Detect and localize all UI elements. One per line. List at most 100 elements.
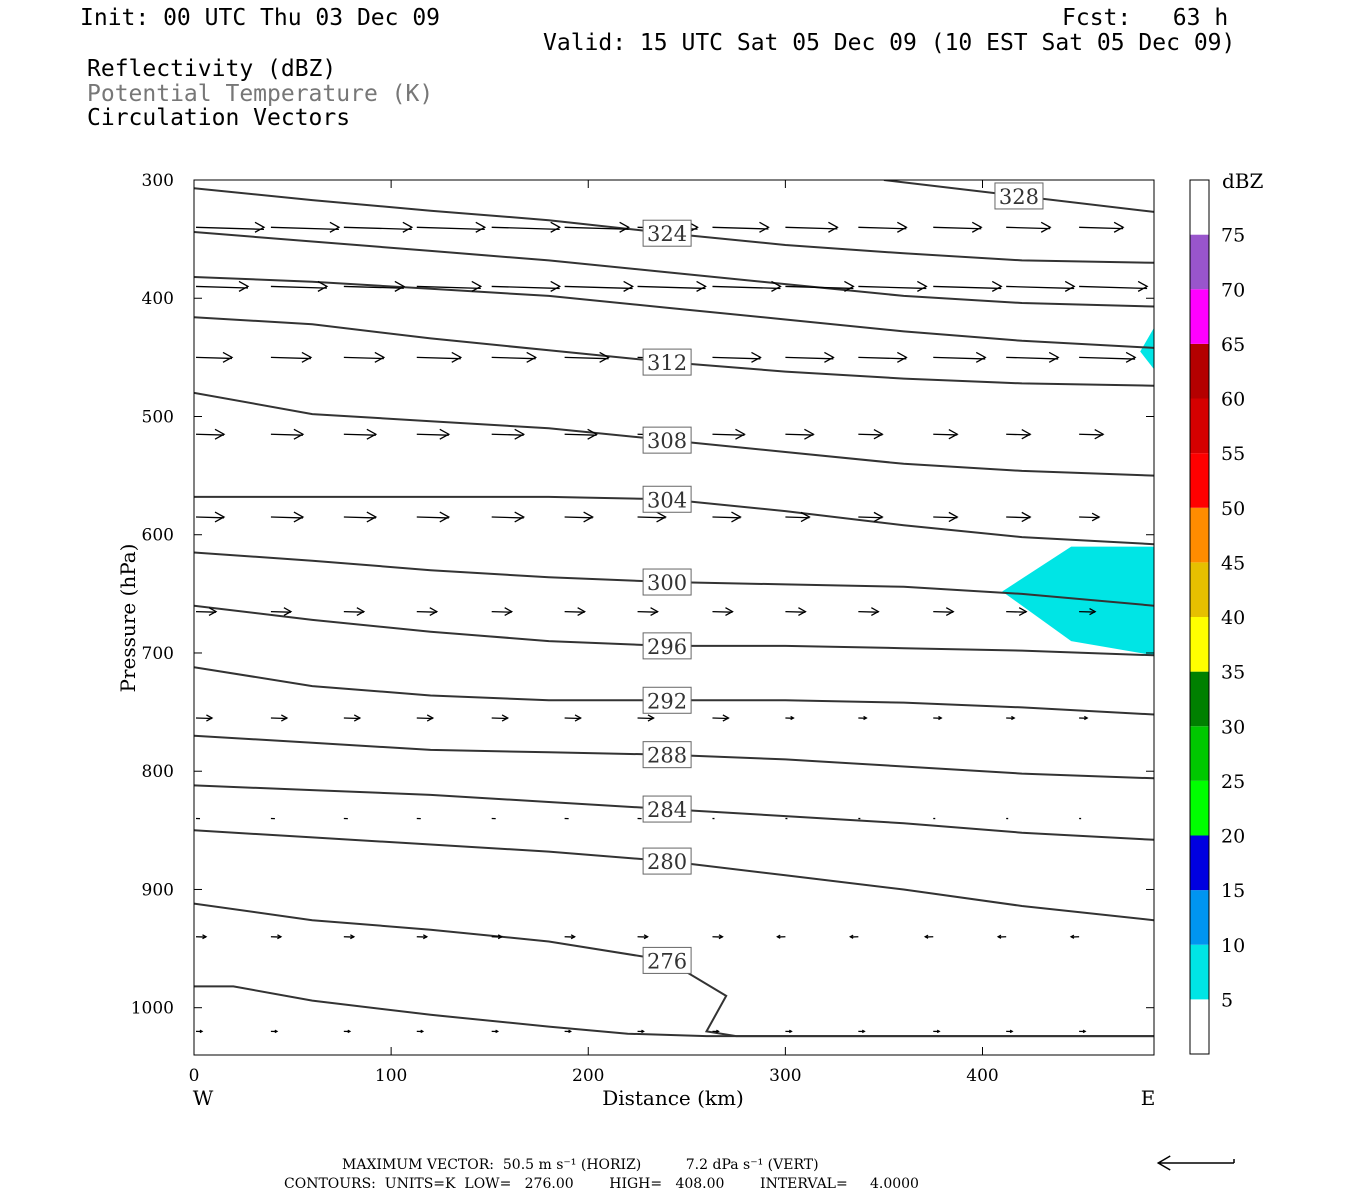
circulation-vector [712,610,733,613]
circulation-vector-head [394,280,406,292]
circulation-vector-head [1011,715,1016,721]
circulation-vector [785,433,814,436]
circulation-vector [564,356,609,360]
circulation-vector [858,356,907,360]
circulation-vector [933,285,1002,290]
contour-label-box [642,686,692,714]
circulation-vector-head [824,351,835,363]
colorbar-segment [1190,726,1209,781]
circulation-vector-head [790,715,795,721]
circulation-vector-head [238,280,250,292]
circulation-vector-head [475,221,487,233]
isentrope-280 [194,829,1154,922]
valid-time: Valid: 15 UTC Sat 05 Dec 09 (10 EST Sat … [543,30,1236,56]
x-tick-label: 0 [189,1066,200,1086]
circulation-vector [343,516,376,519]
circulation-vector-head [495,1029,500,1034]
circulation-vector-head [871,607,880,617]
circulation-vector-head [718,934,724,940]
circulation-vector [785,516,810,519]
circulation-vector-head [1094,429,1105,440]
colorbar-tick-label: 75 [1221,225,1245,247]
circulation-vector-head [293,511,305,523]
y-tick-label: 500 [142,407,174,427]
circulation-vector-head [731,511,742,523]
contour-label: 284 [647,798,687,822]
contour-label-box [642,632,692,660]
colorbar-title: dBZ [1222,169,1264,193]
x-axis-east-label: E [1141,1086,1156,1110]
colorbar-segment [1190,671,1209,727]
circulation-vector-head [504,607,514,617]
circulation-vector-head [1021,511,1032,523]
circulation-vector [195,516,225,519]
circulation-vector [858,285,927,290]
circulation-vector [1079,433,1104,436]
circulation-vector-head [451,351,463,363]
y-tick-label: 400 [142,289,174,309]
colorbar-segment [1190,562,1209,617]
isentrope-316 [194,276,1154,349]
isentrope-layer [194,180,1154,1038]
circulation-vector-head [975,351,987,363]
colorbar-tick-label: 35 [1221,662,1245,684]
circulation-vector-head [429,607,439,617]
circulation-vector-head [501,714,510,722]
circulation-vector [637,610,658,613]
circulation-vector-head [208,607,218,617]
plot-frame [193,179,1155,1056]
reflectivity-region [1002,546,1154,656]
contour-label: 324 [647,222,687,246]
circulation-vector [195,285,249,289]
circulation-vector-head [1082,1029,1087,1034]
circulation-vector-head [280,714,289,722]
contour-label-box [642,946,692,974]
circulation-vector-head [848,934,854,939]
circulation-vector-head [366,511,378,523]
circulation-vector [195,226,265,230]
circulation-vector [933,356,986,360]
circulation-vector [343,433,376,436]
circulation-vector [416,516,449,519]
contour-label: 276 [647,949,687,973]
circulation-vector-head [619,221,630,233]
circulation-vector [1006,433,1031,436]
circulation-vector-head [583,511,594,523]
circulation-vector [637,516,666,519]
colorbar-tick-label: 10 [1221,935,1245,957]
circulation-vector-head [948,429,959,440]
field-potential-temperature: Potential Temperature (K) [87,81,434,107]
circulation-vector-head [798,607,807,617]
circulation-vector [416,226,485,230]
circulation-vector-head [293,428,305,440]
colorbar-tick-label: 50 [1221,498,1245,520]
circulation-vector-head [722,714,730,722]
circulation-vector-head [347,1029,352,1034]
circulation-vector-head [945,607,955,617]
circulation-vector [712,516,741,519]
circulation-vector-head [568,1029,572,1034]
circulation-vector-head [1113,221,1125,233]
circulation-vector [1006,356,1059,360]
circulation-vector [491,610,512,613]
circulation-vector-head [366,428,378,440]
colorbar-tick-label: 25 [1221,771,1245,793]
colorbar-segment [1190,617,1209,672]
circulation-vector [270,356,311,360]
circulation-vector-head [735,428,746,440]
circulation-vector [712,285,781,290]
circulation-vector-head [650,607,659,617]
colorbar-tick-label: 20 [1221,826,1245,848]
circulation-vector-head [641,1029,645,1034]
circulation-vector [195,433,225,436]
circulation-vector-head [497,934,504,940]
contour-label: 288 [647,744,687,768]
contour-label-layer: 328 324 312 308 304 300 296 292 288 284 280 276 [642,182,1044,974]
circulation-vector-head [550,221,562,233]
circulation-vector [1079,356,1136,360]
colorbar-segment [1190,507,1209,563]
circulation-vector-head [1021,429,1032,440]
y-tick-label: 900 [142,880,174,900]
circulation-vector [416,285,481,289]
